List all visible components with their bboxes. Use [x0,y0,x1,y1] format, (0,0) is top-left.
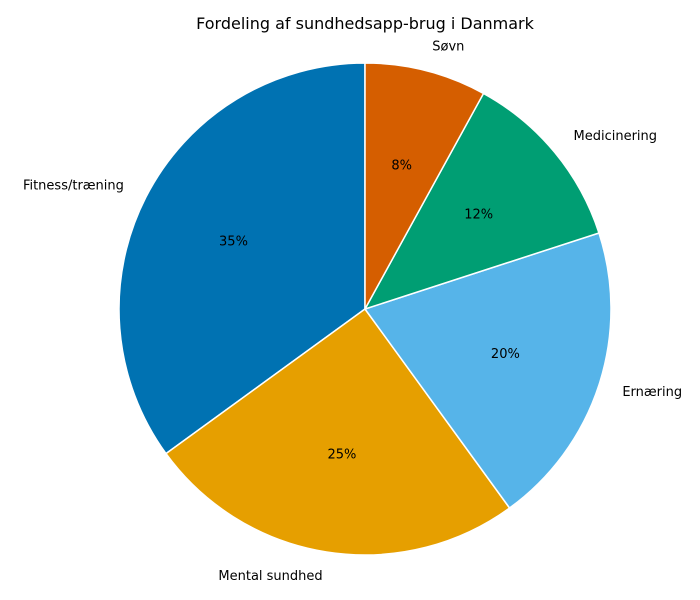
pie-slice-fitness-træning [118,62,366,455]
pie-category-label-medicinering: Medicinering [574,129,658,144]
pie-category-label-mental-sundhed: Mental sundhed [218,569,322,584]
chart-title: Fordeling af sundhedsapp-brug i Danmark [196,14,535,33]
pie-slice-mental-sundhed [165,308,511,556]
pie-category-label-fitness-træning: Fitness/træning [23,179,124,194]
pie-percent-label-søvn: 8% [391,159,412,174]
pie-category-label-ernæring: Ernæring [622,385,682,400]
pie-percent-label-medicinering: 12% [464,207,493,222]
pie-slices [118,62,612,556]
pie-labels: 35% Fitness/træning 25% Mental sundhed 20% Er… [23,39,682,583]
pie-slice-søvn [364,62,485,310]
pie-percent-label-ernæring: 20% [491,347,520,362]
pie-slice-ernæring [364,232,612,509]
pie-category-label-søvn: Søvn [432,39,464,54]
pie-percent-label-fitness-træning: 35% [219,234,248,249]
pie-slice-medicinering [364,92,600,310]
pie-percent-label-mental-sundhed: 25% [327,447,356,462]
